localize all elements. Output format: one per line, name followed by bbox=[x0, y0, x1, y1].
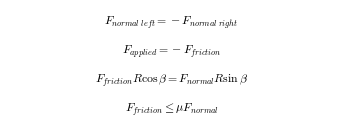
Text: $F_{normal\ left} = -F_{normal\ right}$: $F_{normal\ left} = -F_{normal\ right}$ bbox=[104, 15, 239, 31]
Text: $F_{friction}R\cos\beta = F_{normal}R\sin\beta$: $F_{friction}R\cos\beta = F_{normal}R\si… bbox=[95, 72, 248, 89]
Text: $F_{applied} = -F_{friction}$: $F_{applied} = -F_{friction}$ bbox=[122, 43, 221, 60]
Text: $F_{friction} \leq \mu F_{normal}$: $F_{friction} \leq \mu F_{normal}$ bbox=[125, 102, 218, 118]
